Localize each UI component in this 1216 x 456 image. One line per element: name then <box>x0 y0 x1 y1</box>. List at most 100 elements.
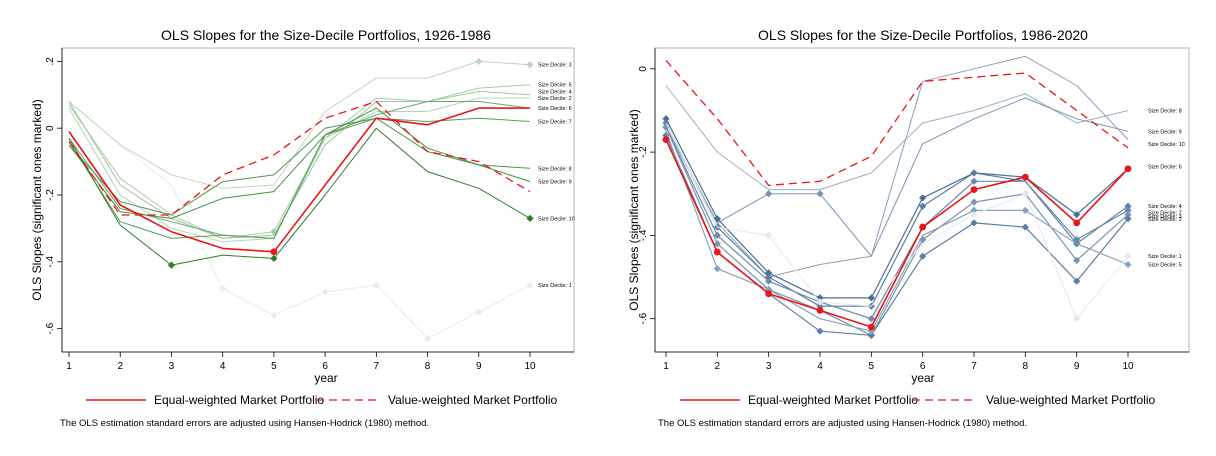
chart-left-series-end-label: Size Decile: 5 <box>538 83 572 89</box>
chart-left-series-line <box>68 60 531 189</box>
chart-left-y-axis-title: OLS Slopes (significant ones marked) <box>30 99 44 300</box>
chart-right-point-marker <box>1124 215 1132 223</box>
chart-left-series-line <box>68 100 531 216</box>
chart-right-point-marker <box>970 198 978 206</box>
chart-left-series <box>68 57 534 343</box>
chart-left-plot-frame <box>61 47 575 353</box>
chart-right-point-marker <box>1073 315 1081 323</box>
chart-left-x-tick-label: 1 <box>66 361 72 372</box>
chart-right-y-tick-label: 0 <box>638 66 649 72</box>
chart-right-x-tick-label: 7 <box>971 361 977 372</box>
chart-right-point-marker <box>919 194 927 202</box>
chart-left-y-tick-label: .2 <box>45 57 56 66</box>
chart-right-point-marker <box>765 231 773 239</box>
chart-right-point-marker <box>713 248 721 256</box>
chart-right-point-marker <box>919 202 927 210</box>
chart-left: OLS Slopes for the Size-Decile Portfolio… <box>30 27 575 385</box>
chart-right-point-marker <box>1073 210 1081 219</box>
chart-left-series-line <box>68 90 531 239</box>
chart-right-x-tick-label: 3 <box>766 361 772 372</box>
chart-right-series-line <box>665 122 1129 320</box>
chart-right-point-marker <box>1021 223 1029 231</box>
chart-left-x-tick-label: 2 <box>117 361 123 372</box>
chart-right: OLS Slopes for the Size-Decile Portfolio… <box>627 27 1190 385</box>
chart-left-series-line <box>68 101 531 340</box>
legend-label-value-weighted: Value-weighted Market Portfolio <box>986 393 1156 407</box>
chart-right-title: OLS Slopes for the Size-Decile Portfolio… <box>758 27 1088 43</box>
chart-left-point-marker <box>270 228 278 236</box>
chart-left-series-end-label: Size Decile: 3 <box>538 63 572 69</box>
chart-right-point-marker <box>1073 277 1081 285</box>
chart-left-x-tick-label: 8 <box>425 361 431 372</box>
chart-right-point-marker <box>662 119 670 127</box>
chart-left-x-tick-label: 4 <box>220 361 226 372</box>
chart-right-point-marker <box>1124 260 1132 269</box>
chart-right-point-marker <box>970 219 978 227</box>
chart-left-series-line <box>68 117 531 216</box>
chart-right-point-marker <box>1073 256 1081 264</box>
chart-right-series-end-label: Size Decile: 4 <box>1148 204 1182 210</box>
chart-left-series-end-label: Size Decile: 7 <box>538 119 572 125</box>
chart-right-x-tick-label: 6 <box>920 361 926 372</box>
chart-right-x-tick-label: 1 <box>663 361 669 372</box>
chart-right-point-marker <box>970 169 978 177</box>
chart-left-x-tick-label: 3 <box>169 361 175 372</box>
chart-left-series-end-label: Size Decile: 8 <box>538 166 572 172</box>
chart-right-point-marker <box>765 290 773 298</box>
legend-label-value-weighted: Value-weighted Market Portfolio <box>388 393 558 407</box>
chart-right-point-marker <box>713 265 721 273</box>
chart-right-x-tick-label: 8 <box>1023 361 1029 372</box>
chart-right-x-tick-label: 4 <box>817 361 823 372</box>
chart-left-point-marker <box>423 335 432 343</box>
chart-right-point-marker <box>1073 235 1081 244</box>
chart-right-point-marker <box>919 223 927 231</box>
chart-right-y-axis-title: OLS Slopes (significant ones marked) <box>627 109 641 310</box>
chart-right-end-labels: Size Decile: 8 Size Decile: 9 Size Decile:… <box>1148 108 1185 268</box>
chart-left-series-end-label: Size Decile: 1 <box>538 283 572 289</box>
chart-right-point-marker <box>1124 210 1132 219</box>
chart-right-point-marker <box>867 294 875 302</box>
chart-right-series-line <box>665 85 1129 191</box>
chart-right-series-end-label: Size Decile: 10 <box>1148 142 1185 148</box>
chart-right-y-tick-label: -.2 <box>638 146 649 158</box>
chart-right-point-marker <box>713 231 721 239</box>
chart-right-point-marker <box>765 269 773 277</box>
chart-right-x-tick-label: 2 <box>715 361 721 372</box>
chart-left-series-line <box>68 84 531 239</box>
chart-right-point-marker <box>970 177 978 185</box>
chart-left-point-marker <box>270 311 278 319</box>
chart-left-series-end-label: Size Decile: 9 <box>538 180 572 186</box>
chart-right-point-marker <box>816 294 824 302</box>
chart-right-point-marker <box>713 240 721 248</box>
chart-left-point-marker <box>219 284 227 293</box>
chart-right-point-marker <box>1073 219 1081 227</box>
chart-right-point-marker <box>713 215 721 223</box>
chart-right-series-line <box>665 97 1129 257</box>
chart-right-point-marker <box>970 186 978 193</box>
chart-left-point-marker <box>475 308 483 316</box>
chart-right-point-marker <box>1021 190 1029 198</box>
chart-right-series-end-label: Size Decile: 7 <box>1148 210 1182 216</box>
chart-right-point-marker <box>867 331 875 339</box>
chart-left-x-tick-label: 7 <box>374 361 380 372</box>
chart-left-ticks: 1 2 3 4 5 6 7 8 9 10 .2 0 -.2 -.4 -.6 <box>45 57 536 372</box>
chart-left-x-tick-label: 10 <box>524 361 536 372</box>
chart-left-series-end-label: Size Decile: 4 <box>538 89 572 95</box>
chart-right-series-end-label: Size Decile: 3 <box>1148 214 1182 220</box>
chart-right-x-tick-label: 9 <box>1074 361 1080 372</box>
chart-left-x-tick-label: 9 <box>476 361 482 372</box>
chart-left-note: The OLS estimation standard errors are a… <box>60 418 429 429</box>
chart-right-y-tick-label: -.6 <box>638 312 649 324</box>
chart-left-y-tick-label: -.2 <box>45 189 56 201</box>
chart-right-point-marker <box>970 210 978 219</box>
chart-right-point-marker <box>765 277 773 285</box>
chart-left-series-end-label: Size Decile: 10 <box>538 216 575 222</box>
chart-left-series-end-label: Size Decile: 6 <box>538 106 572 112</box>
chart-left-point-marker <box>167 261 176 269</box>
chart-right-point-marker <box>867 315 875 323</box>
chart-right-series-line <box>665 60 1129 187</box>
chart-right-point-marker <box>816 190 824 198</box>
chart-right-series-line <box>665 55 1129 278</box>
